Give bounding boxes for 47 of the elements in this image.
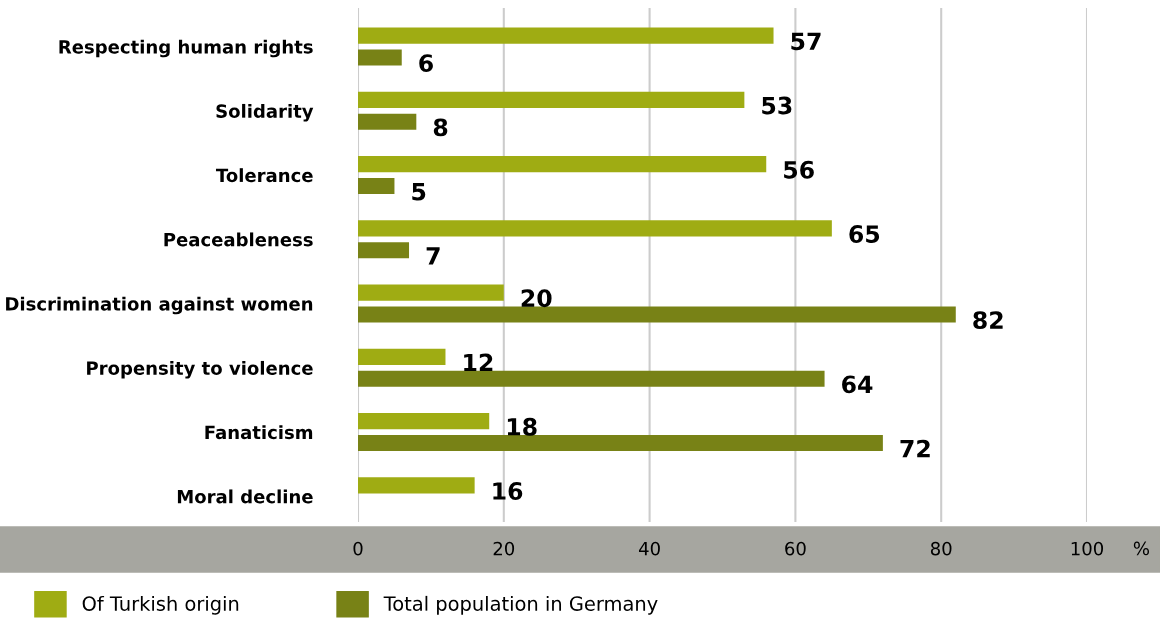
y-tick-label: Discrimination against women: [6, 296, 313, 315]
bar: [358, 113, 417, 130]
bar: [358, 91, 745, 108]
x-axis-title: %: [1133, 541, 1149, 556]
data-label: 20: [521, 289, 552, 308]
x-tick-label: 0: [353, 541, 363, 556]
x-tick-label: 100: [1071, 541, 1104, 556]
x-tick-label: 20: [493, 541, 515, 556]
bar: [358, 177, 395, 194]
bar: [358, 477, 475, 494]
y-tick-label: Solidarity: [216, 103, 314, 122]
bar: [358, 306, 956, 323]
bar: [358, 220, 832, 237]
x-tick-label: 80: [930, 541, 952, 556]
bar: [358, 370, 825, 387]
bar: [358, 413, 490, 430]
y-tick-label: Propensity to violence: [87, 360, 313, 379]
legend-label: Of Turkish origin: [82, 595, 239, 615]
bar: [358, 284, 504, 301]
y-tick-label: Fanaticism: [205, 425, 313, 440]
data-label: 65: [849, 225, 880, 243]
y-tick-label: Moral decline: [177, 489, 313, 504]
y-tick-label: Tolerance: [215, 168, 313, 183]
y-tick-label: Peaceableness: [164, 232, 313, 247]
legend-label: Total population in Germany: [383, 595, 658, 615]
data-label: 57: [791, 32, 821, 51]
data-label: 7: [426, 247, 440, 265]
data-label: 16: [493, 482, 523, 500]
data-label: 6: [419, 54, 433, 73]
data-label: 18: [507, 417, 537, 436]
y-tick-label: Respecting human rights: [59, 39, 313, 58]
data-label: 64: [842, 375, 873, 394]
bar: [358, 348, 446, 365]
data-label: 53: [762, 96, 792, 115]
bar: [358, 27, 774, 44]
bar: [358, 156, 767, 173]
data-label: 72: [900, 439, 930, 458]
data-label: 5: [412, 182, 426, 201]
bar: [358, 49, 402, 66]
data-label: 12: [464, 353, 493, 372]
bar: [358, 242, 410, 259]
data-label: 82: [973, 311, 1003, 330]
x-tick-label: 40: [639, 541, 660, 556]
data-label: 56: [784, 160, 814, 179]
bar: [358, 434, 883, 451]
x-tick-label: 60: [785, 541, 806, 556]
data-label: 8: [433, 118, 448, 137]
